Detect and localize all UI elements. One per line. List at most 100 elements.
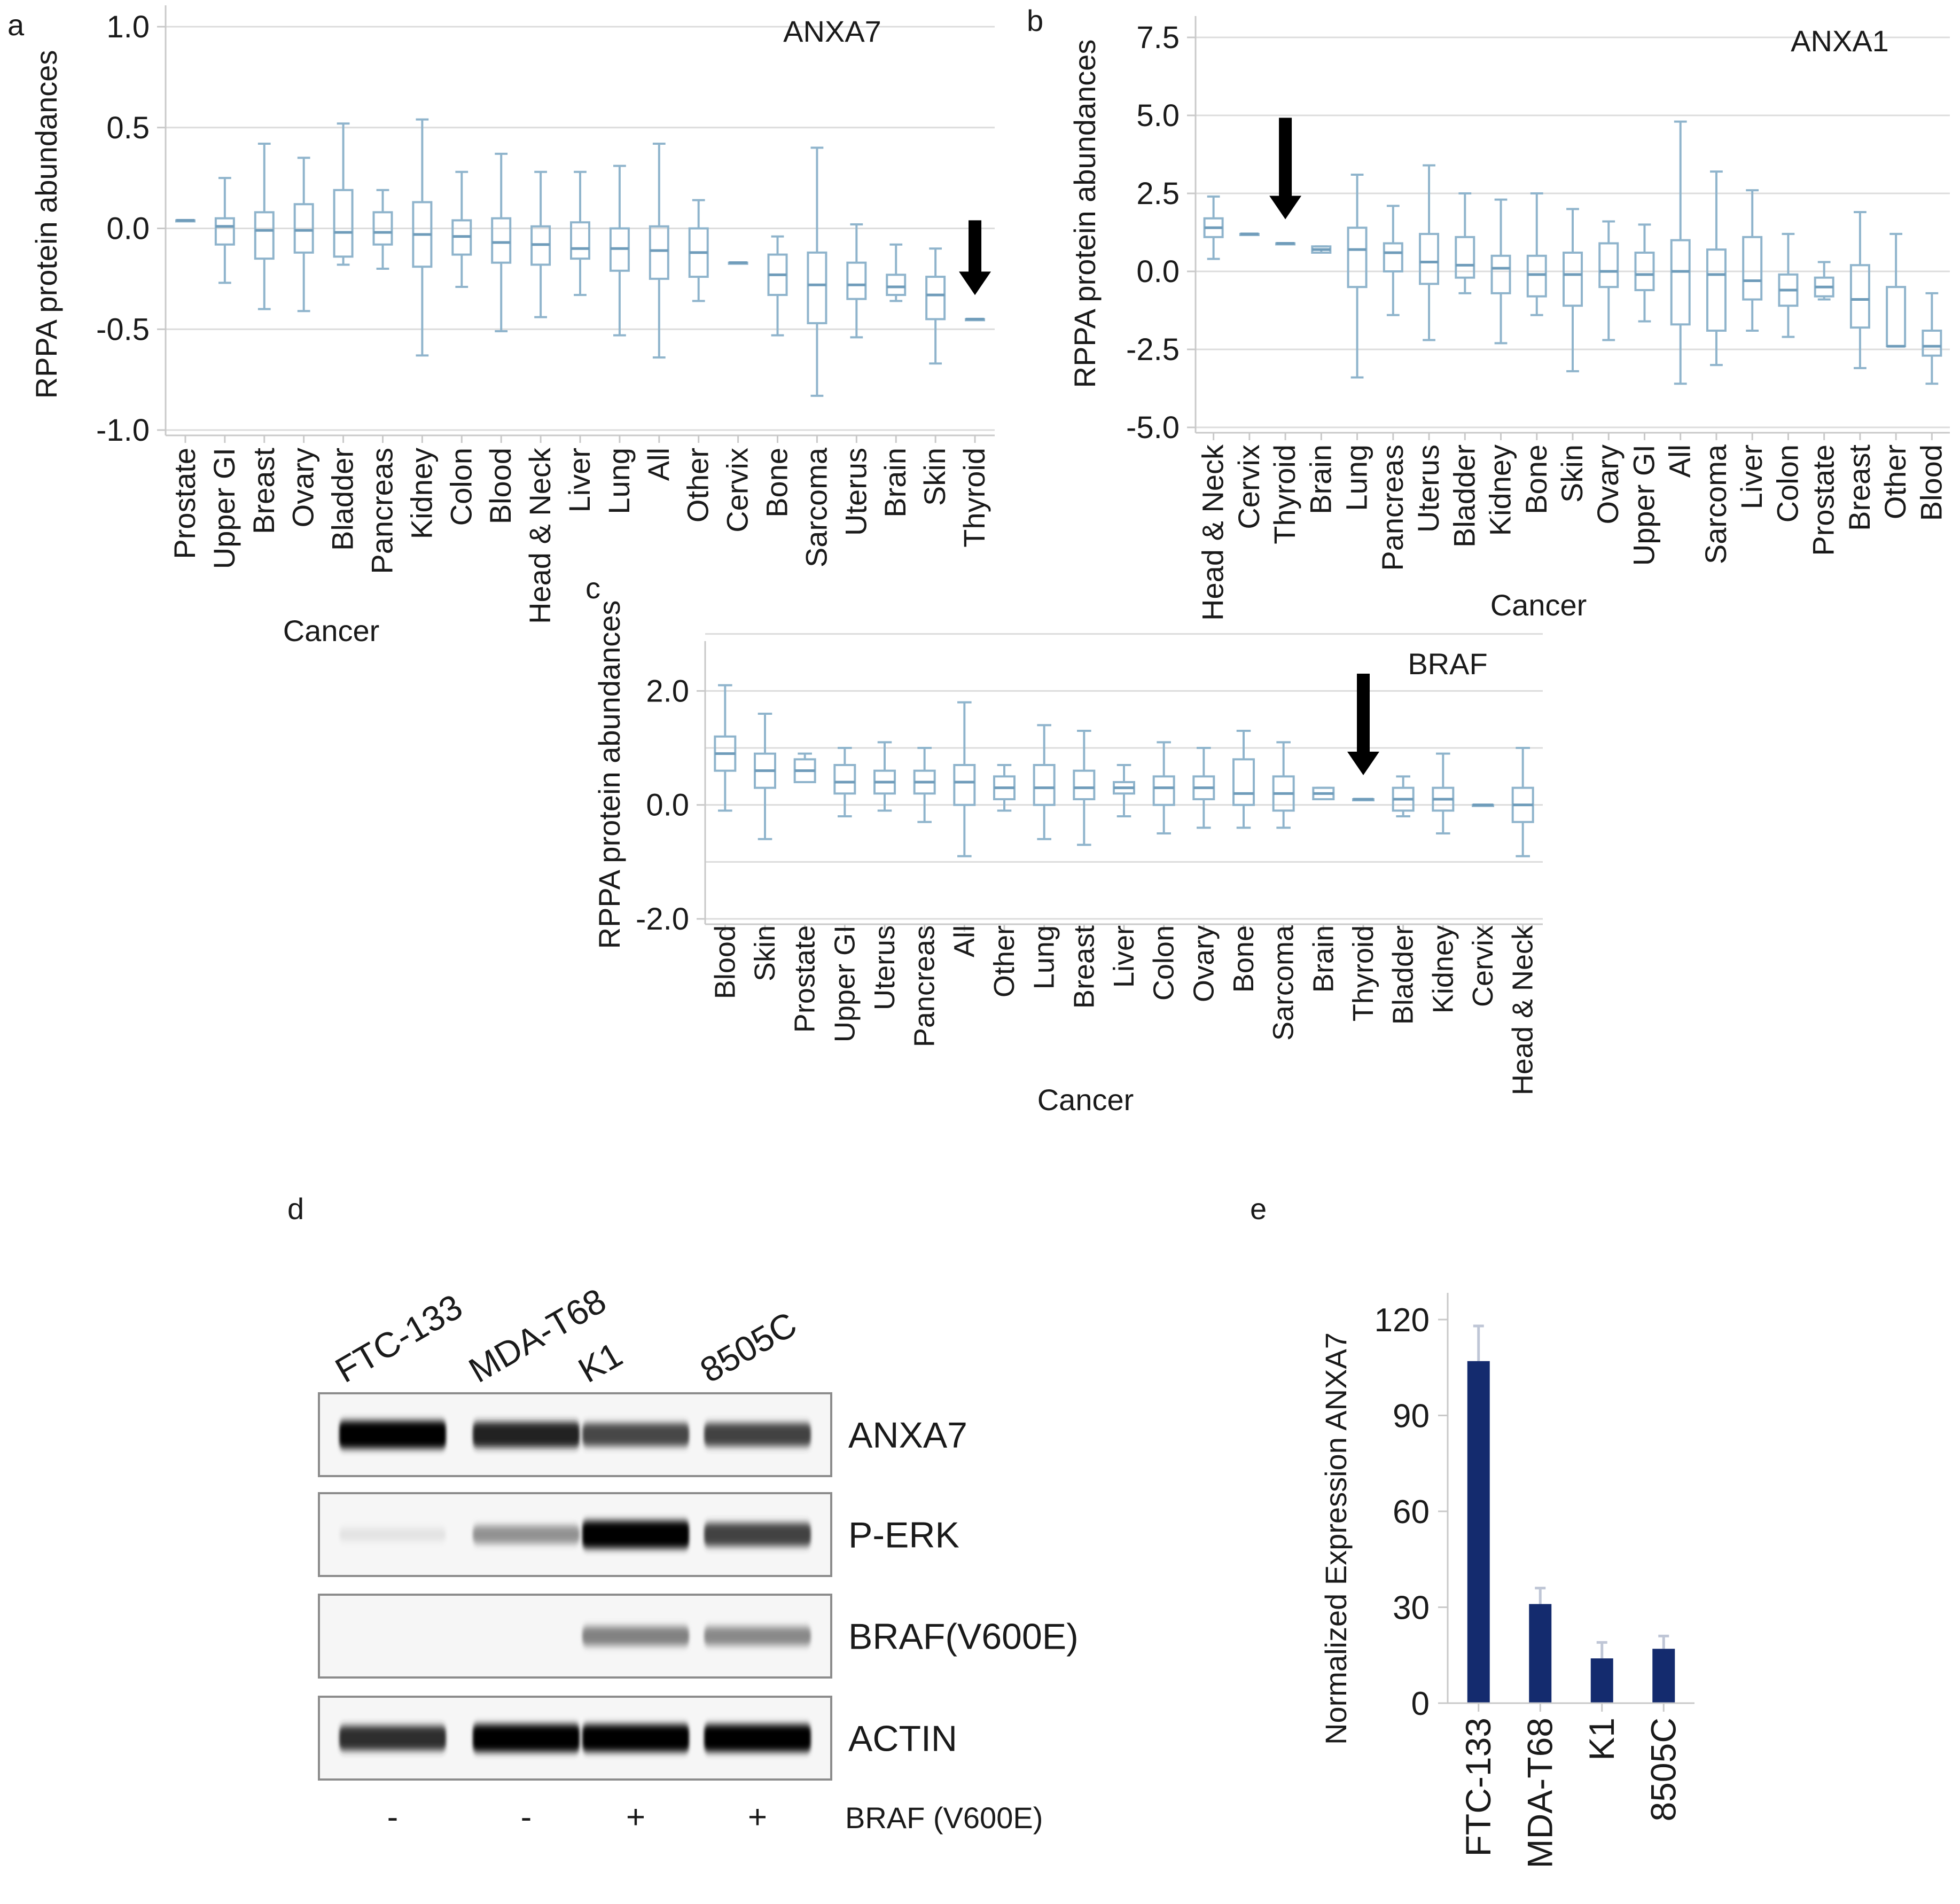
x-tick-label-e-k1: K1 <box>1582 1718 1621 1761</box>
x-tick-label-c-sarcoma: Sarcoma <box>1268 925 1300 1041</box>
band-braf-v600e-k1 <box>582 1626 689 1646</box>
box-a-skin <box>925 276 946 321</box>
box-b-breast <box>1849 264 1870 329</box>
band-actin-ftc-133 <box>339 1726 446 1751</box>
x-tick-label-c-colon: Colon <box>1148 925 1180 1001</box>
box-a-brain <box>886 274 907 296</box>
x-tick-label-c-upper-gi: Upper GI <box>829 925 861 1042</box>
y-tick-label-a-2: 0.0 <box>106 212 150 246</box>
x-tick-label-a-ovary: Ovary <box>286 448 320 527</box>
x-tick-label-e-mda-t68: MDA-T68 <box>1520 1718 1559 1868</box>
x-tick-label-b-bladder: Bladder <box>1447 444 1481 548</box>
blot-row-label-actin: ACTIN <box>848 1719 957 1759</box>
chart-title-braf: BRAF <box>1408 647 1487 681</box>
box-a-sarcoma <box>807 251 827 324</box>
x-tick-label-a-liver: Liver <box>563 448 596 512</box>
x-tick-label-a-prostate: Prostate <box>168 448 201 559</box>
arrow-shaft-b-thyroid <box>1279 118 1292 198</box>
box-c-all <box>953 764 976 806</box>
x-tick-label-a-blood: Blood <box>483 448 517 524</box>
x-axis-label-c: Cancer <box>1037 1083 1134 1117</box>
x-tick-label-b-other: Other <box>1878 444 1912 519</box>
panel-label-e: e <box>1250 1192 1267 1226</box>
x-tick-label-b-skin: Skin <box>1555 444 1589 503</box>
y-axis-label-b: RPPA protein abundances <box>1068 40 1102 388</box>
band-actin-mda-t68 <box>473 1724 580 1752</box>
braf-status-8505c: + <box>748 1799 767 1836</box>
x-tick-label-c-bone: Bone <box>1228 925 1260 993</box>
band-actin-k1 <box>582 1724 689 1752</box>
x-axis-label-b: Cancer <box>1490 588 1587 622</box>
panel-a-anxa7-boxplot: a 1.0 0.5 0.0 -0.5 -1.0 Prostate Upper GI Brea… <box>7 5 995 647</box>
arrow-shaft-a-thyroid <box>969 220 982 274</box>
x-tick-label-a-colon: Colon <box>444 448 478 526</box>
x-tick-label-c-all: All <box>948 925 980 957</box>
x-tick-label-b-uterus: Uterus <box>1411 444 1445 533</box>
braf-status-row-label: BRAF (V600E) <box>845 1801 1043 1835</box>
box-b-blood <box>1922 329 1942 357</box>
y-tick-label-e-0: 0 <box>1411 1685 1430 1722</box>
y-tick-label-b-3: 0.0 <box>1136 254 1180 289</box>
x-tick-label-b-head-neck: Head & Neck <box>1196 444 1230 621</box>
chart-title-anxa1: ANXA1 <box>1791 24 1889 58</box>
band-anxa7-mda-t68 <box>473 1422 580 1448</box>
box-a-blood <box>491 217 512 264</box>
band-p-erk-ftc-133 <box>339 1528 446 1541</box>
x-tick-label-a-breast: Breast <box>247 448 280 534</box>
x-tick-label-c-breast: Breast <box>1068 925 1100 1009</box>
x-tick-label-b-sarcoma: Sarcoma <box>1699 444 1732 564</box>
y-tick-label-a-1: 0.5 <box>106 111 150 145</box>
braf-status-k1: + <box>626 1799 645 1836</box>
panel-c-braf-boxplot: c 2.0 0.0 -2.0 Blood Skin Prostate Upper GI Ut… <box>585 571 1543 1117</box>
bar-mda-t68 <box>1529 1604 1552 1703</box>
y-tick-label-b-1: 5.0 <box>1136 98 1180 133</box>
lane-label-ftc-133: FTC-133 <box>329 1286 469 1390</box>
x-tick-label-c-prostate: Prostate <box>789 925 821 1033</box>
box-a-breast <box>254 211 275 260</box>
y-axis-label-e: Normalized Expression ANXA7 <box>1319 1332 1353 1745</box>
x-tick-label-c-thyroid: Thyroid <box>1347 925 1379 1021</box>
x-tick-label-c-head-neck: Head & Neck <box>1507 925 1539 1095</box>
x-tick-label-a-brain: Brain <box>878 448 912 518</box>
x-tick-label-a-skin: Skin <box>918 448 951 506</box>
band-p-erk-mda-t68 <box>473 1525 580 1544</box>
x-tick-label-b-lung: Lung <box>1340 444 1373 511</box>
x-tick-label-c-kidney: Kidney <box>1427 925 1459 1013</box>
box-a-all <box>649 225 669 280</box>
panel-label-c: c <box>585 571 600 605</box>
x-tick-label-a-uterus: Uterus <box>839 448 872 536</box>
chart-title-anxa7: ANXA7 <box>783 14 881 48</box>
x-tick-label-b-breast: Breast <box>1842 444 1876 531</box>
blot-row-label-anxa7: ANXA7 <box>848 1415 967 1456</box>
x-tick-label-b-colon: Colon <box>1770 444 1804 522</box>
y-tick-label-e-3: 90 <box>1393 1398 1430 1435</box>
panel-b-anxa1-boxplot: b 7.5 5.0 2.5 0.0 -2.5 -5.0 Head & Neck Cervix… <box>1027 4 1950 622</box>
x-tick-label-b-all: All <box>1663 444 1697 478</box>
y-tick-label-e-1: 30 <box>1393 1590 1430 1627</box>
lane-label-8505c: 8505C <box>693 1304 803 1390</box>
x-axis-label-a: Cancer <box>283 614 380 647</box>
x-tick-label-c-lung: Lung <box>1028 925 1060 989</box>
panel-label-b: b <box>1027 4 1043 37</box>
panel-label-a: a <box>7 8 25 42</box>
lane-label-k1: K1 <box>572 1335 629 1390</box>
box-a-pancreas <box>372 211 393 246</box>
box-a-ovary <box>293 203 314 254</box>
x-tick-label-a-other: Other <box>681 448 715 522</box>
x-tick-label-b-cervix: Cervix <box>1232 444 1266 529</box>
x-tick-label-b-liver: Liver <box>1735 444 1768 509</box>
band-actin-8505c <box>704 1724 811 1752</box>
box-c-upper-gi <box>833 764 856 795</box>
box-b-liver <box>1742 236 1763 301</box>
box-c-breast <box>1073 769 1096 800</box>
arrow-head-b-thyroid <box>1269 196 1302 220</box>
bar-8505c <box>1652 1649 1675 1703</box>
panel-label-d: d <box>287 1192 304 1226</box>
band-p-erk-k1 <box>582 1520 689 1549</box>
y-tick-label-e-2: 60 <box>1393 1494 1430 1531</box>
y-tick-label-c-0: 2.0 <box>646 674 689 708</box>
box-a-uterus <box>846 261 867 300</box>
box-b-sarcoma <box>1706 248 1727 332</box>
